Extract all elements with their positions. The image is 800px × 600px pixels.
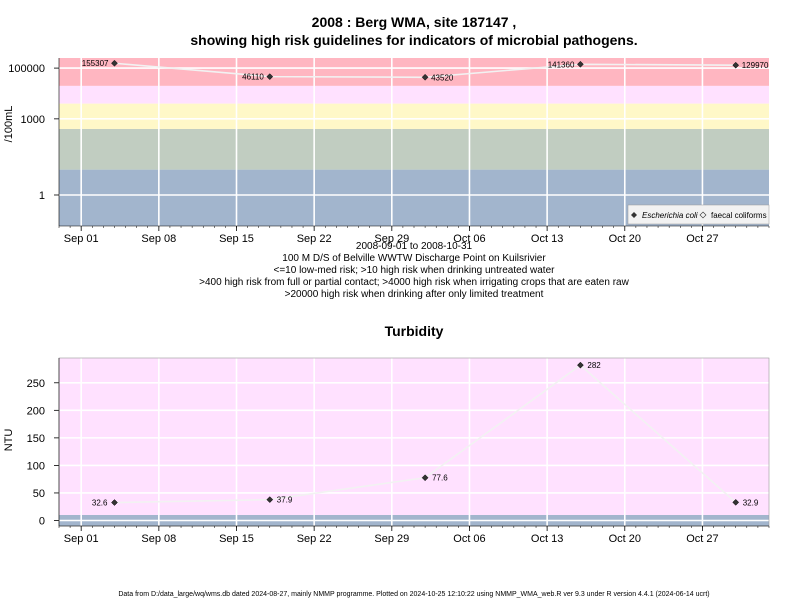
c1-x-tick-label: Sep 29: [374, 233, 409, 245]
c2-data-point: [111, 499, 118, 506]
c1-x-tick-label: Oct 27: [686, 233, 718, 245]
c1-data-label: 141360: [548, 60, 575, 69]
c2-y-tick-label: 100: [27, 460, 45, 472]
turbidity-title: Turbidity: [385, 323, 444, 339]
legend-label-ecoli: Escherichia coli: [642, 211, 698, 220]
c2-data-label: 32.9: [743, 498, 759, 507]
c2-x-tick-label: Sep 29: [374, 533, 409, 545]
c1-x-tick-label: Oct 20: [609, 233, 641, 245]
c2-x-tick-label: Oct 06: [453, 533, 485, 545]
y-axis-label-top: /100mL: [3, 106, 15, 143]
c2-y-tick-label: 50: [33, 488, 45, 500]
c1-x-tick-label: Sep 22: [297, 233, 332, 245]
c1-y-tick-label: 1000: [21, 114, 45, 126]
c2-data-point: [421, 474, 429, 482]
c2-x-tick-label: Sep 15: [219, 533, 254, 545]
c1-data-label: 43520: [431, 73, 454, 82]
c2-y-tick-label: 150: [27, 433, 45, 445]
c2-data-point: [732, 499, 740, 506]
footer-note: Data from D:/data_large/wq/wms.db dated …: [118, 591, 709, 598]
subtext-line-5: >20000 high risk when drinking after onl…: [285, 289, 544, 300]
c1-y-tick-label: 1: [39, 190, 45, 202]
legend-label-faecal: faecal coliforms: [711, 211, 767, 220]
chart-title-line-2: showing high risk guidelines for indicat…: [190, 32, 637, 48]
c2-x-tick-label: Sep 08: [141, 533, 176, 545]
subtext-line-3: <=10 low-med risk; >10 high risk when dr…: [274, 265, 556, 276]
c1-x-tick-label: Sep 01: [64, 233, 99, 245]
c1-data-label: 155307: [82, 59, 109, 68]
c1-x-tick-label: Sep 08: [141, 233, 176, 245]
c2-x-tick-label: Oct 27: [686, 533, 718, 545]
c2-y-tick-label: 200: [27, 405, 45, 417]
subtext-line-1: 2008-09-01 to 2008-10-31: [356, 241, 473, 252]
c2-data-label: 32.6: [92, 499, 108, 508]
c2-data-label: 37.9: [277, 496, 293, 505]
legend-marker-ecoli: [631, 212, 637, 218]
risk-band: [59, 103, 769, 129]
c1-data-point: [577, 60, 584, 68]
c1-y-tick-label: 100000: [8, 63, 45, 75]
chart-title-line-1: 2008 : Berg WMA, site 187147 ,: [312, 14, 517, 30]
c1-data-point: [111, 59, 118, 67]
c1-data-label: 46110: [242, 73, 264, 82]
risk-band: [59, 58, 769, 86]
subtext-line-2: 100 M D/S of Belville WWTW Discharge Poi…: [282, 253, 546, 264]
c2-data-point: [266, 496, 274, 503]
c1-x-tick-label: Sep 15: [219, 233, 254, 245]
c2-y-tick-label: 250: [27, 378, 45, 390]
c1-data-point: [421, 73, 429, 81]
chart-subtext: 2008-09-01 to 2008-10-31 100 M D/S of Be…: [199, 241, 629, 300]
c2-x-tick-label: Oct 20: [609, 533, 641, 545]
c1-data-point: [732, 61, 740, 69]
legend-marker-faecal: [699, 211, 707, 219]
risk-band: [59, 85, 769, 104]
c2-x-tick-label: Oct 13: [531, 533, 563, 545]
legend-box: [627, 204, 770, 225]
c2-data-label: 282: [587, 361, 601, 370]
c2-x-tick-label: Sep 22: [297, 533, 332, 545]
turbidity-band: [59, 358, 769, 515]
c2-data-label: 77.6: [432, 474, 448, 483]
c2-data-point: [577, 361, 584, 369]
c1-data-point: [266, 73, 274, 80]
risk-band: [59, 128, 769, 170]
c1-data-label: 129970: [742, 61, 769, 70]
c1-x-tick-label: Oct 13: [531, 233, 563, 245]
microbial-chart: 1 1000 100000 Sep 01 Sep 08 Sep 15 Sep 22 Sep 2…: [8, 58, 770, 245]
c2-x-tick-label: Sep 01: [64, 533, 99, 545]
chart-legend: Escherichia coli faecal coliforms: [627, 204, 770, 225]
subtext-line-4: >400 high risk from full or partial cont…: [199, 277, 629, 288]
turbidity-chart: 0 50 100 150 200 250 Sep 01 Sep 08 Sep 15 Sep 22 S…: [27, 357, 770, 545]
y-axis-label-bottom: NTU: [3, 429, 15, 452]
c1-x-tick-label: Oct 06: [453, 233, 485, 245]
c2-y-tick-label: 0: [39, 515, 45, 527]
